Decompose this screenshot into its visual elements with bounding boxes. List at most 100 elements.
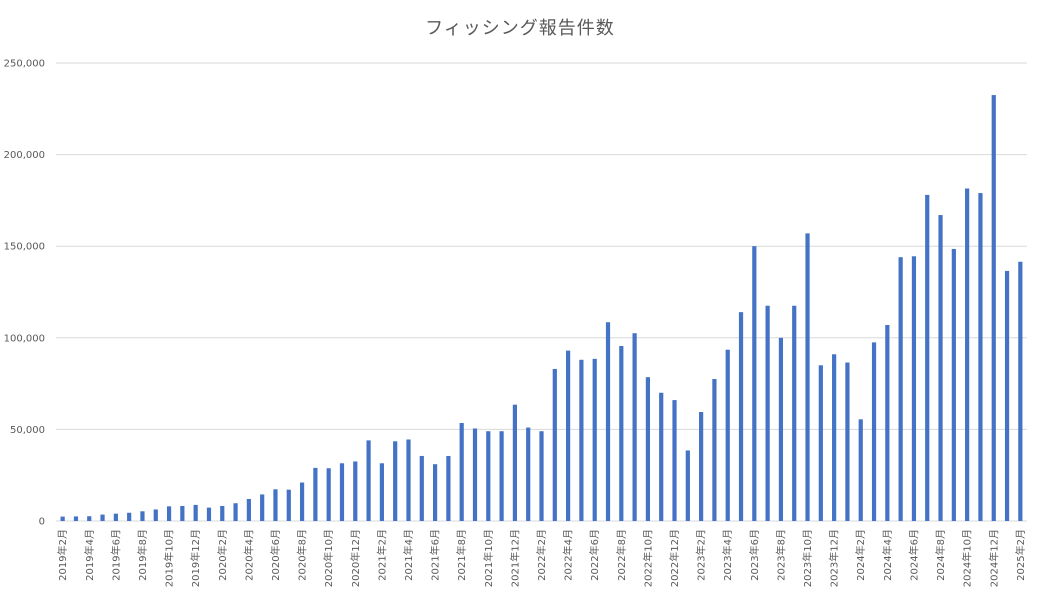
bar	[871, 342, 877, 521]
bar	[260, 494, 265, 521]
y-tick-label: 0	[39, 517, 45, 528]
bar	[951, 248, 956, 521]
x-tick-label: 2020年10月	[322, 529, 335, 587]
x-tick-label: 2025年2月	[1014, 529, 1027, 581]
bar	[512, 404, 517, 521]
bar	[898, 257, 903, 521]
x-tick-label: 2020年8月	[296, 529, 309, 581]
bar	[858, 419, 863, 521]
x-tick-label: 2023年6月	[748, 529, 761, 581]
x-tick-label: 2023年2月	[695, 529, 708, 581]
bar	[978, 193, 983, 521]
bar	[738, 312, 744, 521]
x-tick-label: 2020年12月	[349, 529, 362, 587]
bar	[206, 507, 212, 521]
bar	[180, 505, 185, 521]
bar	[792, 305, 797, 521]
bar	[499, 431, 504, 521]
bar	[286, 489, 291, 521]
y-tick-label: 250,000	[4, 59, 45, 70]
bar	[752, 246, 757, 521]
x-tick-label: 2022年8月	[615, 529, 628, 581]
bar	[246, 499, 251, 521]
x-tick-label: 2022年2月	[535, 529, 548, 581]
bar	[87, 516, 92, 521]
bar	[845, 362, 850, 521]
x-tick-label: 2024年2月	[854, 529, 867, 581]
bar	[379, 463, 384, 521]
x-tick-label: 2019年4月	[83, 529, 96, 581]
bar	[818, 365, 823, 521]
y-axis-ticks: 0 50,000 100,000 150,000 200,000 250,000	[4, 59, 45, 528]
chart-title: フィッシング報告件数	[425, 18, 615, 39]
bar	[100, 514, 105, 521]
bar	[605, 322, 611, 521]
bar	[645, 377, 651, 521]
bar	[339, 463, 345, 521]
bar	[419, 455, 424, 521]
x-tick-label: 2021年12月	[508, 529, 521, 587]
bar	[60, 516, 65, 521]
bar	[579, 359, 584, 521]
x-tick-label: 2020年2月	[216, 529, 229, 581]
bar	[233, 503, 238, 521]
x-tick-label: 2019年2月	[56, 529, 69, 581]
bar	[911, 256, 917, 521]
x-tick-label: 2021年2月	[375, 529, 388, 581]
bar	[832, 354, 837, 521]
x-tick-label: 2024年6月	[907, 529, 920, 581]
bar	[566, 350, 571, 521]
x-tick-label: 2024年10月	[961, 529, 974, 587]
x-tick-label: 2023年12月	[828, 529, 841, 587]
bar	[539, 431, 544, 521]
x-tick-label: 2024年4月	[881, 529, 894, 581]
bar	[486, 431, 491, 521]
bar	[965, 188, 970, 522]
bar	[765, 305, 770, 521]
x-tick-label: 2021年6月	[429, 529, 442, 581]
bars	[60, 95, 1023, 522]
bar	[153, 509, 158, 521]
bar	[193, 504, 198, 521]
x-tick-label: 2023年4月	[721, 529, 734, 581]
bar	[393, 441, 398, 521]
bar	[113, 513, 118, 521]
x-tick-label: 2022年6月	[588, 529, 601, 581]
bar	[273, 489, 278, 521]
bar	[885, 324, 890, 521]
bar	[712, 379, 717, 521]
bar	[938, 215, 943, 521]
bar	[725, 349, 730, 521]
bar	[619, 346, 624, 521]
bar	[366, 440, 371, 521]
y-tick-label: 100,000	[4, 333, 45, 344]
bar	[472, 428, 478, 521]
x-tick-label: 2019年6月	[109, 529, 122, 581]
x-tick-label: 2022年12月	[668, 529, 681, 587]
x-tick-label: 2019年8月	[136, 529, 149, 581]
bar	[685, 450, 690, 521]
bar	[659, 392, 664, 521]
bar	[459, 422, 464, 521]
bar	[925, 194, 930, 521]
bar	[166, 506, 172, 521]
bar	[127, 512, 132, 521]
x-tick-label: 2019年12月	[189, 529, 202, 587]
bar	[140, 511, 145, 521]
bar	[552, 368, 557, 521]
bar	[432, 464, 438, 521]
x-tick-label: 2022年4月	[562, 529, 575, 581]
x-tick-label: 2023年8月	[774, 529, 787, 581]
bar	[991, 95, 996, 521]
bar	[406, 439, 411, 521]
x-tick-label: 2024年8月	[934, 529, 947, 581]
bar	[1004, 270, 1010, 521]
y-tick-label: 50,000	[10, 425, 45, 436]
bar	[446, 455, 451, 521]
bar	[778, 337, 784, 521]
bar	[1018, 261, 1023, 521]
x-tick-label: 2020年6月	[269, 529, 282, 581]
x-axis-ticks: 2019年2月 2019年4月 2019年6月 2019年8月 2019年10月 2019…	[56, 529, 1027, 587]
x-tick-label: 2023年10月	[801, 529, 814, 587]
